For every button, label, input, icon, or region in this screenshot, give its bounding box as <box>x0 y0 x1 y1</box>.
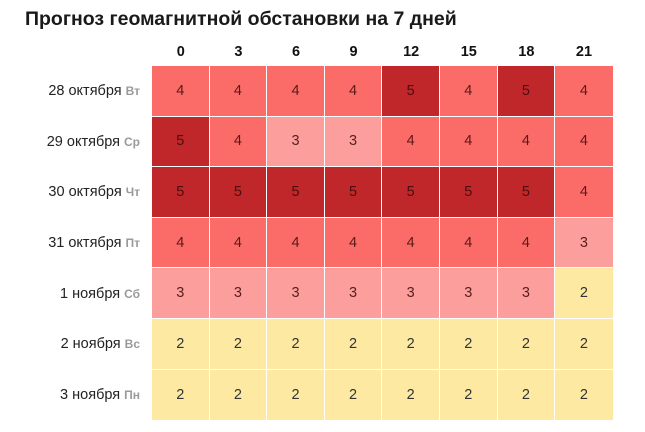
hour-label: 18 <box>518 44 535 60</box>
kp-cell: 5 <box>152 116 210 168</box>
hour-axis: 0 3 6 9 12 15 18 21 <box>152 44 613 60</box>
kp-cell: 3 <box>555 217 613 269</box>
day-label: 31 октября Пт <box>0 218 140 269</box>
kp-cell: 2 <box>152 318 210 370</box>
hour-label: 12 <box>403 44 420 60</box>
kp-cell: 2 <box>267 318 325 370</box>
heatmap-row: 5 4 3 3 4 4 4 4 <box>152 116 613 168</box>
kp-cell: 4 <box>382 116 440 168</box>
day-label: 2 ноября Вс <box>0 319 140 370</box>
kp-cell: 3 <box>267 116 325 168</box>
kp-cell: 4 <box>439 116 498 168</box>
kp-cell: 3 <box>382 268 440 319</box>
kp-cell: 5 <box>209 167 268 218</box>
heatmap-row: 4 4 4 4 5 4 5 4 <box>152 66 613 117</box>
kp-cell: 3 <box>439 268 498 319</box>
day-label: 30 октября Чт <box>0 167 140 218</box>
kp-cell: 2 <box>497 369 556 421</box>
kp-cell: 2 <box>555 268 613 319</box>
kp-cell: 3 <box>209 268 268 319</box>
day-label: 28 октября Вт <box>0 66 140 117</box>
kp-cell: 4 <box>382 217 440 269</box>
day-date: 1 ноября <box>60 285 121 302</box>
chart-title: Прогноз геомагнитной обстановки на 7 дне… <box>25 8 457 30</box>
forecast-heatmap: 4 4 4 4 5 4 5 4 5 4 3 3 4 4 4 4 5 5 5 5 … <box>152 66 613 421</box>
day-label: 29 октября Ср <box>0 117 140 168</box>
kp-cell: 3 <box>152 268 210 319</box>
day-date: 31 октября <box>48 235 122 252</box>
kp-cell: 2 <box>152 369 210 421</box>
day-of-week: Пт <box>125 236 140 251</box>
kp-cell: 4 <box>555 66 613 117</box>
kp-cell: 3 <box>497 268 556 319</box>
kp-cell: 2 <box>267 369 325 421</box>
kp-cell: 4 <box>152 66 210 117</box>
heatmap-row: 4 4 4 4 4 4 4 3 <box>152 217 613 269</box>
kp-cell: 4 <box>267 66 325 117</box>
kp-cell: 5 <box>497 66 556 117</box>
day-date: 28 октября <box>48 83 122 100</box>
kp-cell: 2 <box>382 369 440 421</box>
kp-cell: 4 <box>497 217 556 269</box>
kp-cell: 4 <box>555 116 613 168</box>
kp-cell: 2 <box>209 318 268 370</box>
hour-label: 15 <box>460 44 477 60</box>
kp-cell: 4 <box>209 116 268 168</box>
kp-cell: 3 <box>324 116 383 168</box>
day-of-week: Чт <box>125 185 140 200</box>
kp-cell: 5 <box>324 167 383 218</box>
kp-cell: 2 <box>497 318 556 370</box>
kp-cell: 4 <box>152 217 210 269</box>
kp-cell: 4 <box>324 66 383 117</box>
kp-cell: 2 <box>324 369 383 421</box>
hour-label: 3 <box>234 44 243 60</box>
kp-cell: 2 <box>439 318 498 370</box>
day-of-week: Вт <box>125 84 140 99</box>
heatmap-row: 2 2 2 2 2 2 2 2 <box>152 318 613 370</box>
kp-cell: 5 <box>497 167 556 218</box>
kp-cell: 2 <box>555 369 613 421</box>
hour-label: 0 <box>176 44 185 60</box>
kp-cell: 5 <box>152 167 210 218</box>
kp-cell: 4 <box>267 217 325 269</box>
kp-cell: 2 <box>209 369 268 421</box>
day-axis: 28 октября Вт 29 октября Ср 30 октября Чт 3… <box>0 66 140 420</box>
kp-cell: 2 <box>555 318 613 370</box>
day-of-week: Вс <box>124 337 140 352</box>
day-date: 2 ноября <box>60 336 121 353</box>
kp-cell: 4 <box>439 66 498 117</box>
heatmap-row: 3 3 3 3 3 3 3 2 <box>152 268 613 319</box>
kp-cell: 4 <box>209 66 268 117</box>
kp-cell: 3 <box>267 268 325 319</box>
kp-cell: 4 <box>497 116 556 168</box>
kp-cell: 4 <box>439 217 498 269</box>
kp-cell: 4 <box>324 217 383 269</box>
day-of-week: Ср <box>124 134 140 149</box>
day-date: 30 октября <box>48 184 122 201</box>
day-label: 3 ноября Пн <box>0 370 140 421</box>
day-of-week: Пн <box>124 387 140 402</box>
kp-cell: 4 <box>209 217 268 269</box>
kp-cell: 2 <box>439 369 498 421</box>
day-of-week: Сб <box>124 286 140 301</box>
heatmap-row: 2 2 2 2 2 2 2 2 <box>152 369 613 421</box>
kp-cell: 2 <box>382 318 440 370</box>
kp-cell: 4 <box>555 167 613 218</box>
day-date: 3 ноября <box>60 386 121 403</box>
kp-cell: 3 <box>324 268 383 319</box>
day-label: 1 ноября Сб <box>0 268 140 319</box>
kp-cell: 5 <box>382 167 440 218</box>
hour-label: 21 <box>575 44 593 60</box>
heatmap-row: 5 5 5 5 5 5 5 4 <box>152 167 613 218</box>
hour-label: 6 <box>291 44 301 60</box>
hour-label: 9 <box>349 44 358 60</box>
kp-cell: 5 <box>382 66 440 117</box>
kp-cell: 2 <box>324 318 383 370</box>
kp-cell: 5 <box>439 167 498 218</box>
day-date: 29 октября <box>46 133 120 150</box>
kp-cell: 5 <box>267 167 325 218</box>
